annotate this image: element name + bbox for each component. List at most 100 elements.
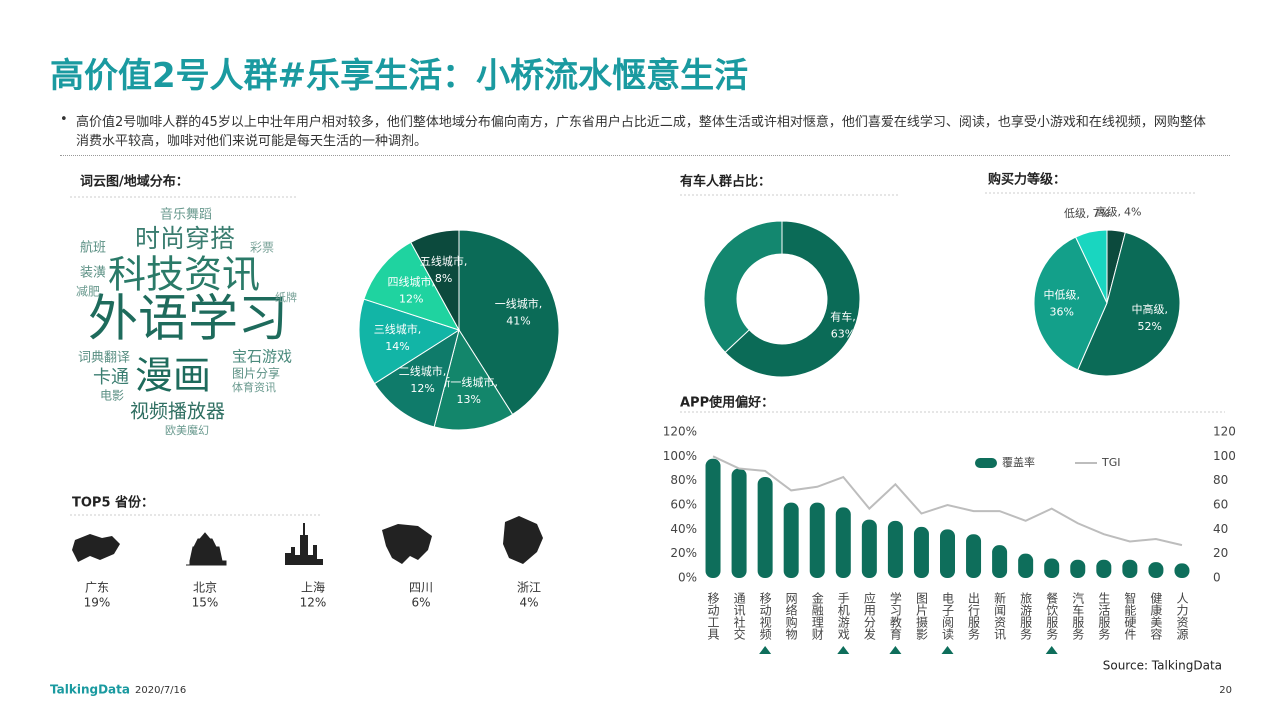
word: 彩票	[250, 241, 274, 255]
slice-value: 12%	[399, 292, 423, 305]
slice-value: 7%	[1092, 207, 1109, 220]
legend-swatch	[975, 458, 997, 468]
legend-label: 覆盖率	[1002, 455, 1035, 469]
y2-tick-label: 60	[1213, 498, 1228, 512]
highlight-marker	[1045, 646, 1058, 654]
slice-label: 低级, 7%	[1064, 207, 1110, 220]
bar	[809, 502, 825, 578]
word: 词典翻译	[78, 351, 130, 366]
y2-tick-label: 80	[1213, 473, 1228, 487]
province-value: 4%	[519, 596, 538, 610]
province-name: 四川	[409, 581, 433, 595]
province-icon	[503, 516, 543, 564]
word: 时尚穿搭	[135, 224, 235, 253]
province-name: 浙江	[517, 581, 541, 595]
word: 漫画	[135, 354, 211, 398]
slice-category: 中高级,	[1132, 302, 1169, 316]
slice-category: 中低级,	[1043, 289, 1080, 302]
x-tick-label: 健康美容	[1149, 592, 1163, 641]
y-tick-label: 40%	[670, 522, 697, 536]
slice-label: 高级, 4%	[1096, 205, 1142, 219]
y-tick-label: 120%	[663, 425, 697, 439]
province-value: 15%	[192, 596, 219, 610]
slice	[703, 220, 783, 354]
x-tick-label: 手机游戏	[836, 592, 850, 641]
section-title: TOP5 省份：	[72, 495, 154, 511]
chart-title: APP使用偏好：	[680, 395, 774, 411]
chart-title: 购买力等级：	[988, 172, 1066, 188]
bar	[1044, 558, 1060, 578]
province-value: 19%	[84, 596, 111, 610]
y-tick-label: 20%	[670, 546, 697, 560]
tgi-line	[712, 455, 1183, 547]
chart-title: 有车人群占比：	[680, 174, 771, 190]
province-icon	[72, 534, 120, 562]
bar	[966, 534, 982, 578]
highlight-marker	[837, 646, 850, 654]
bar	[783, 502, 799, 578]
slice	[410, 229, 460, 331]
province-icon	[285, 523, 323, 565]
slice	[1033, 236, 1108, 371]
bar	[1148, 562, 1164, 578]
slice-value: 14%	[385, 340, 409, 353]
x-tick-label: 智能硬件	[1123, 591, 1137, 640]
y2-tick-label: 0	[1213, 571, 1221, 585]
slide-title: 高价值2号人群#乐享生活：小桥流水惬意生活	[50, 56, 749, 96]
word: 宝石游戏	[232, 348, 292, 366]
x-tick-label: 电子阅读	[941, 592, 955, 641]
bar	[757, 477, 773, 578]
slice-value: 41%	[506, 315, 530, 328]
bar	[1122, 559, 1138, 578]
bar	[940, 529, 955, 578]
province-value: 12%	[300, 596, 327, 610]
y2-tick-label: 40	[1213, 522, 1228, 536]
slice	[458, 229, 560, 416]
footer-brand: TalkingData	[50, 683, 130, 697]
x-tick-label: 学习教育	[888, 591, 902, 641]
province-icon	[382, 524, 432, 564]
word: 音乐舞蹈	[160, 207, 212, 223]
word: 电影	[100, 389, 124, 403]
x-tick-label: 新闻资讯	[993, 591, 1007, 641]
bullet-text: 高价值2号咖啡人群的45岁以上中壮年用户相对较多，他们整体地域分布偏向南方，广东…	[76, 115, 1206, 149]
x-tick-label: 应用分发	[862, 591, 876, 640]
slice-category: 五线城市,	[420, 254, 468, 268]
slice-category: 三线城市,	[374, 322, 422, 336]
highlight-marker	[941, 646, 954, 654]
province-icon	[186, 532, 227, 566]
y-tick-label: 100%	[663, 449, 697, 463]
bar	[861, 519, 877, 578]
slice-category: 四线城市,	[387, 274, 435, 288]
bullet-dot: •	[60, 112, 68, 127]
y-tick-label: 80%	[670, 473, 697, 487]
x-tick-label: 网络购物	[784, 592, 798, 640]
slice-category: 一线城市,	[495, 297, 543, 311]
x-tick-label: 移动视频	[758, 592, 772, 641]
y2-tick-label: 100	[1213, 449, 1236, 463]
x-tick-label: 人力资源	[1175, 592, 1189, 641]
section-title: 词云图/地域分布：	[80, 174, 189, 190]
y2-tick-label: 120	[1213, 425, 1236, 439]
slice-category: 低级,	[1064, 207, 1090, 220]
x-tick-label: 通讯社交	[732, 592, 746, 641]
province-value: 6%	[411, 596, 430, 610]
slice	[433, 328, 514, 431]
slice-value: 8%	[435, 272, 452, 285]
bar	[731, 468, 747, 578]
y-tick-label: 0%	[678, 571, 697, 585]
x-tick-label: 餐饮服务	[1045, 591, 1059, 640]
x-tick-label: 图片摄影	[914, 592, 928, 640]
separator	[60, 155, 1230, 156]
slice-value: 4%	[1124, 206, 1141, 219]
bar	[1174, 563, 1190, 578]
word: 图片分享	[232, 366, 280, 381]
word: 减肥	[76, 285, 100, 299]
word: 体育资讯	[232, 380, 276, 394]
page-number: 20	[1219, 685, 1232, 696]
province-name: 广东	[85, 581, 109, 595]
word: 外语学习	[88, 290, 288, 348]
x-tick-label: 汽车服务	[1071, 591, 1085, 640]
